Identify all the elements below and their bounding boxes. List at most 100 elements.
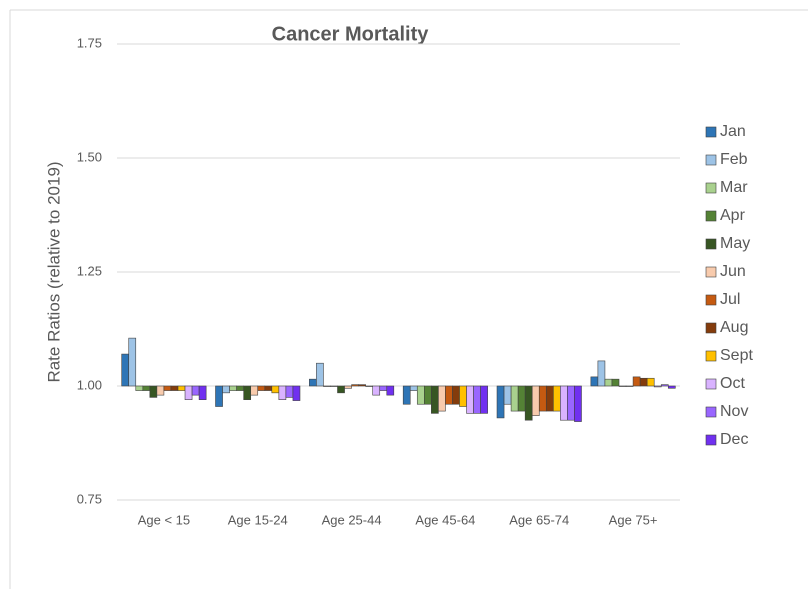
bar: [424, 385, 432, 405]
legend-swatch: [705, 238, 717, 250]
bar: [316, 362, 324, 387]
bar: [135, 385, 144, 391]
legend-swatch: [705, 322, 717, 334]
bar: [250, 385, 259, 396]
legend-label: Jun: [720, 263, 746, 280]
bar: [358, 384, 366, 387]
legend-label: Feb: [720, 151, 748, 168]
bar: [625, 385, 634, 387]
legend-label: Jul: [720, 291, 740, 308]
bar: [473, 385, 481, 414]
bar: [243, 385, 252, 400]
bar: [553, 385, 561, 412]
bar: [309, 378, 317, 387]
bar: [452, 385, 460, 405]
bar: [236, 385, 244, 391]
bar: [184, 385, 193, 400]
bar: [604, 378, 613, 387]
bar: [445, 385, 453, 405]
legend-label: May: [720, 235, 750, 252]
bar: [459, 385, 467, 407]
bar: [292, 385, 301, 401]
bar: [531, 385, 540, 416]
legend-swatch: [705, 182, 717, 194]
bar: [567, 385, 575, 421]
legend-label: Nov: [720, 403, 748, 420]
legend-label: Aug: [720, 319, 748, 336]
bar: [163, 385, 172, 391]
bar: [632, 376, 641, 387]
bar: [438, 385, 446, 412]
y-tick-label: 1.00: [77, 377, 102, 392]
bar: [344, 385, 352, 389]
bar: [574, 385, 582, 422]
y-tick-label: 0.75: [77, 491, 102, 506]
bar: [503, 385, 512, 405]
chart-title: Cancer Mortality: [272, 23, 430, 45]
legend-swatch: [705, 350, 717, 362]
x-tick-label: Age 45-64: [415, 512, 475, 527]
y-tick-label: 1.50: [77, 149, 102, 164]
bar: [365, 385, 373, 387]
bar: [480, 385, 488, 414]
legend-label: Apr: [720, 207, 746, 224]
x-tick-label: Age 25-44: [322, 512, 382, 527]
bar: [229, 385, 237, 391]
bar: [409, 385, 418, 391]
bar: [278, 385, 287, 400]
bar: [402, 385, 411, 405]
y-tick-label: 1.25: [77, 263, 102, 278]
x-tick-label: Age < 15: [138, 512, 190, 527]
bar: [611, 378, 620, 387]
bar: [264, 385, 273, 391]
legend-swatch: [705, 266, 717, 278]
bar: [618, 385, 627, 387]
legend-label: Sept: [720, 347, 753, 364]
bar: [517, 385, 526, 412]
y-tick-label: 1.75: [77, 35, 102, 50]
legend-swatch: [705, 210, 717, 222]
bar: [660, 384, 669, 387]
bar: [142, 385, 151, 391]
x-tick-label: Age 75+: [609, 512, 658, 527]
legend-label: Mar: [720, 179, 748, 196]
x-tick-label: Age 15-24: [228, 512, 288, 527]
bar: [431, 385, 439, 414]
bar: [121, 353, 130, 387]
y-axis-label: Rate Ratios (relative to 2019): [44, 161, 63, 382]
bar: [337, 385, 345, 394]
bar: [466, 385, 474, 414]
bar: [646, 377, 655, 387]
bar: [351, 384, 359, 387]
bar: [198, 385, 207, 400]
legend-label: Jan: [720, 123, 746, 140]
bar: [330, 385, 338, 387]
bar: [323, 385, 331, 387]
x-tick-label: Age 65-74: [509, 512, 569, 527]
bar: [222, 385, 230, 394]
bar: [257, 385, 266, 391]
legend-swatch: [705, 378, 717, 390]
bar: [597, 360, 606, 387]
bar: [386, 385, 395, 396]
bar: [156, 385, 165, 396]
bar: [545, 385, 554, 412]
bar: [653, 385, 662, 388]
legend-swatch: [705, 434, 717, 446]
legend-label: Dec: [720, 431, 748, 448]
bar: [285, 385, 294, 398]
bar: [590, 376, 599, 387]
bar: [149, 385, 158, 398]
bar: [215, 385, 223, 407]
legend-swatch: [705, 154, 717, 166]
bar: [538, 385, 547, 412]
legend-swatch: [705, 294, 717, 306]
bar: [271, 385, 280, 394]
bar: [177, 385, 186, 391]
legend-swatch: [705, 406, 717, 418]
bar: [524, 385, 533, 421]
bar: [496, 385, 505, 419]
legend-label: Oct: [720, 375, 745, 392]
bar: [510, 385, 519, 412]
